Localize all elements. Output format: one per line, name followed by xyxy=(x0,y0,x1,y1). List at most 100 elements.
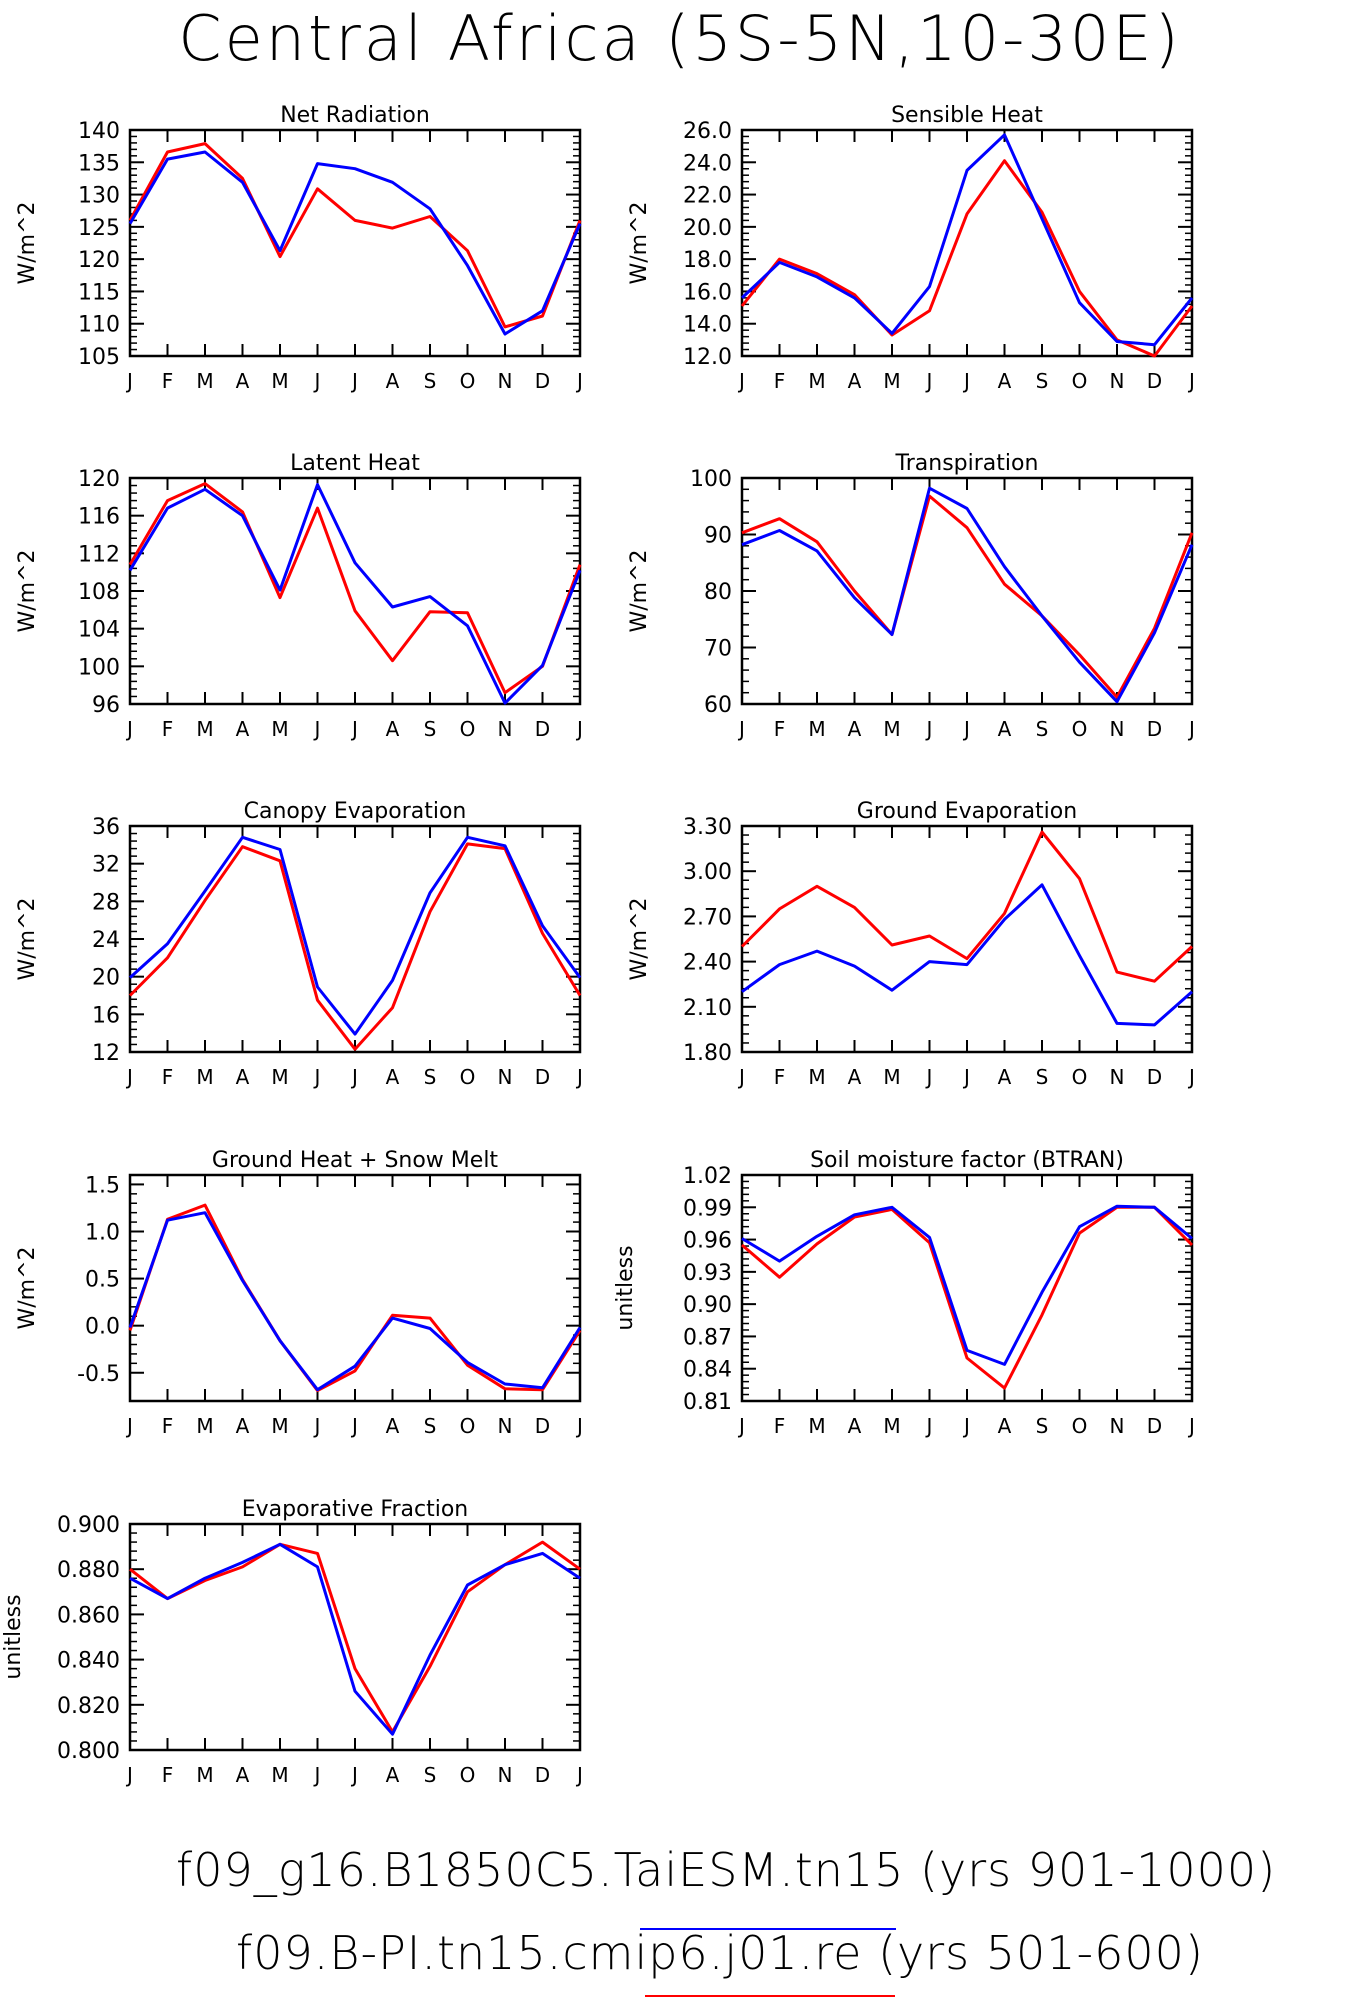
x-tick-label-soil-moisture-factor-btran-10: N xyxy=(1110,1414,1125,1438)
series-line-canopy-evaporation-0 xyxy=(128,842,582,1051)
x-tick-label-canopy-evaporation-5: J xyxy=(313,1065,321,1089)
x-tick-label-latent-heat-5: J xyxy=(313,717,321,741)
x-tick-label-soil-moisture-factor-btran-3: A xyxy=(848,1414,862,1438)
x-tick-label-sensible-heat-7: A xyxy=(998,369,1012,393)
panel-title-transpiration: Transpiration xyxy=(895,451,1039,476)
x-tick-label-canopy-evaporation-8: S xyxy=(424,1065,437,1089)
y-tick-label-ground-evaporation-5: 3.30 xyxy=(683,815,732,840)
plot-frame-transpiration xyxy=(740,476,1194,706)
x-tick-label-net-radiation-5: J xyxy=(313,369,321,393)
y-tick-label-latent-heat-5: 116 xyxy=(78,505,120,530)
y-tick-label-canopy-evaporation-0: 12 xyxy=(92,1041,120,1066)
legend-swatch-0 xyxy=(640,1928,896,1930)
x-tick-label-ground-heat-snow-melt-9: O xyxy=(460,1414,476,1438)
x-tick-label-soil-moisture-factor-btran-8: S xyxy=(1036,1414,1049,1438)
y-tick-label-transpiration-1: 70 xyxy=(704,637,732,662)
x-tick-label-evaporative-fraction-10: N xyxy=(498,1763,513,1787)
y-tick-label-transpiration-3: 90 xyxy=(704,524,732,549)
y-tick-label-ground-evaporation-3: 2.70 xyxy=(683,905,732,930)
x-tick-label-sensible-heat-0: J xyxy=(737,369,745,393)
x-tick-label-sensible-heat-5: J xyxy=(925,369,933,393)
x-tick-label-net-radiation-10: N xyxy=(498,369,513,393)
y-tick-label-soil-moisture-factor-btran-2: 0.87 xyxy=(683,1325,732,1350)
main-title: Central Africa (5S-5N,10-30E) xyxy=(178,2,1182,75)
x-tick-label-ground-heat-snow-melt-11: D xyxy=(535,1414,550,1438)
x-tick-label-transpiration-4: M xyxy=(883,717,900,741)
y-tick-label-net-radiation-3: 120 xyxy=(78,248,120,273)
x-tick-label-net-radiation-6: J xyxy=(350,369,358,393)
x-tick-label-sensible-heat-4: M xyxy=(883,369,900,393)
legend-entry-0: f09_g16.B1850C5.TaiESM.tn15 (yrs 901-100… xyxy=(176,1843,1277,1897)
y-tick-label-net-radiation-4: 125 xyxy=(78,216,120,241)
y-tick-label-soil-moisture-factor-btran-6: 0.99 xyxy=(683,1196,732,1221)
panel-title-net-radiation: Net Radiation xyxy=(280,103,430,128)
y-tick-label-transpiration-2: 80 xyxy=(704,580,732,605)
x-tick-label-soil-moisture-factor-btran-0: J xyxy=(737,1414,745,1438)
x-tick-label-net-radiation-12: J xyxy=(575,369,583,393)
x-tick-label-sensible-heat-11: D xyxy=(1147,369,1162,393)
x-tick-label-sensible-heat-2: M xyxy=(808,369,825,393)
x-tick-label-soil-moisture-factor-btran-2: M xyxy=(808,1414,825,1438)
x-tick-label-sensible-heat-8: S xyxy=(1036,369,1049,393)
x-tick-label-ground-evaporation-5: J xyxy=(925,1065,933,1089)
legend-entry-1: f09.B-PI.tn15.cmip6.j01.re (yrs 501-600) xyxy=(236,1926,1204,1980)
plot-frame-ground-evaporation xyxy=(740,824,1194,1054)
y-tick-label-latent-heat-0: 96 xyxy=(92,693,120,718)
x-tick-label-ground-evaporation-3: A xyxy=(848,1065,862,1089)
x-tick-label-transpiration-0: J xyxy=(737,717,745,741)
x-tick-label-net-radiation-3: A xyxy=(236,369,250,393)
y-tick-label-sensible-heat-3: 18.0 xyxy=(683,248,732,273)
series-line-evaporative-fraction-1 xyxy=(129,1542,581,1736)
y-tick-label-ground-heat-snow-melt-0: -0.5 xyxy=(77,1362,120,1387)
x-tick-label-sensible-heat-12: J xyxy=(1187,369,1195,393)
plot-frame-latent-heat xyxy=(128,476,582,706)
y-tick-label-evaporative-fraction-1: 0.820 xyxy=(57,1694,120,1719)
y-tick-label-ground-evaporation-0: 1.80 xyxy=(683,1041,732,1066)
y-tick-label-ground-evaporation-2: 2.40 xyxy=(683,951,732,976)
y-tick-label-canopy-evaporation-2: 20 xyxy=(92,966,120,991)
y-tick-label-soil-moisture-factor-btran-0: 0.81 xyxy=(683,1390,732,1415)
x-tick-label-net-radiation-9: O xyxy=(460,369,476,393)
y-tick-label-sensible-heat-6: 24.0 xyxy=(683,151,732,176)
series-line-sensible-heat-0 xyxy=(740,159,1194,358)
x-tick-label-ground-heat-snow-melt-7: A xyxy=(386,1414,400,1438)
x-tick-label-ground-heat-snow-melt-4: M xyxy=(271,1414,288,1438)
y-tick-label-ground-heat-snow-melt-2: 0.5 xyxy=(85,1268,120,1293)
x-tick-label-net-radiation-7: A xyxy=(386,369,400,393)
series-line-sensible-heat-1 xyxy=(740,133,1194,347)
x-tick-label-ground-evaporation-6: J xyxy=(962,1065,970,1089)
panel-title-sensible-heat: Sensible Heat xyxy=(891,103,1043,128)
x-tick-label-transpiration-9: O xyxy=(1072,717,1088,741)
y-tick-label-soil-moisture-factor-btran-1: 0.84 xyxy=(683,1358,732,1383)
series-line-canopy-evaporation-1 xyxy=(128,835,582,1036)
x-tick-label-soil-moisture-factor-btran-12: J xyxy=(1187,1414,1195,1438)
series-line-ground-heat-snow-melt-0 xyxy=(128,1203,582,1393)
panel-title-ground-heat-snow-melt: Ground Heat + Snow Melt xyxy=(212,1148,499,1173)
y-tick-label-latent-heat-6: 120 xyxy=(78,467,120,492)
x-tick-label-latent-heat-10: N xyxy=(498,717,513,741)
series-line-latent-heat-1 xyxy=(128,483,582,705)
x-tick-label-canopy-evaporation-4: M xyxy=(271,1065,288,1089)
x-tick-label-transpiration-11: D xyxy=(1147,717,1162,741)
ylabel-ground-evaporation: W/m^2 xyxy=(627,897,652,980)
x-tick-label-latent-heat-2: M xyxy=(196,717,213,741)
y-tick-label-latent-heat-2: 104 xyxy=(78,618,120,643)
y-tick-label-canopy-evaporation-3: 24 xyxy=(92,928,120,953)
series-line-soil-moisture-factor-btran-0 xyxy=(741,1205,1194,1390)
x-tick-label-sensible-heat-6: J xyxy=(962,369,970,393)
plot-frame-soil-moisture-factor-btran xyxy=(740,1173,1194,1403)
x-tick-label-latent-heat-8: S xyxy=(424,717,437,741)
series-line-transpiration-0 xyxy=(741,494,1194,699)
y-tick-label-net-radiation-6: 135 xyxy=(78,151,120,176)
x-tick-label-ground-evaporation-2: M xyxy=(808,1065,825,1089)
x-tick-label-latent-heat-4: M xyxy=(271,717,288,741)
y-tick-label-net-radiation-1: 110 xyxy=(78,313,120,338)
x-tick-label-ground-heat-snow-melt-3: A xyxy=(236,1414,250,1438)
x-tick-label-net-radiation-2: M xyxy=(196,369,213,393)
y-tick-label-canopy-evaporation-1: 16 xyxy=(92,1003,120,1028)
